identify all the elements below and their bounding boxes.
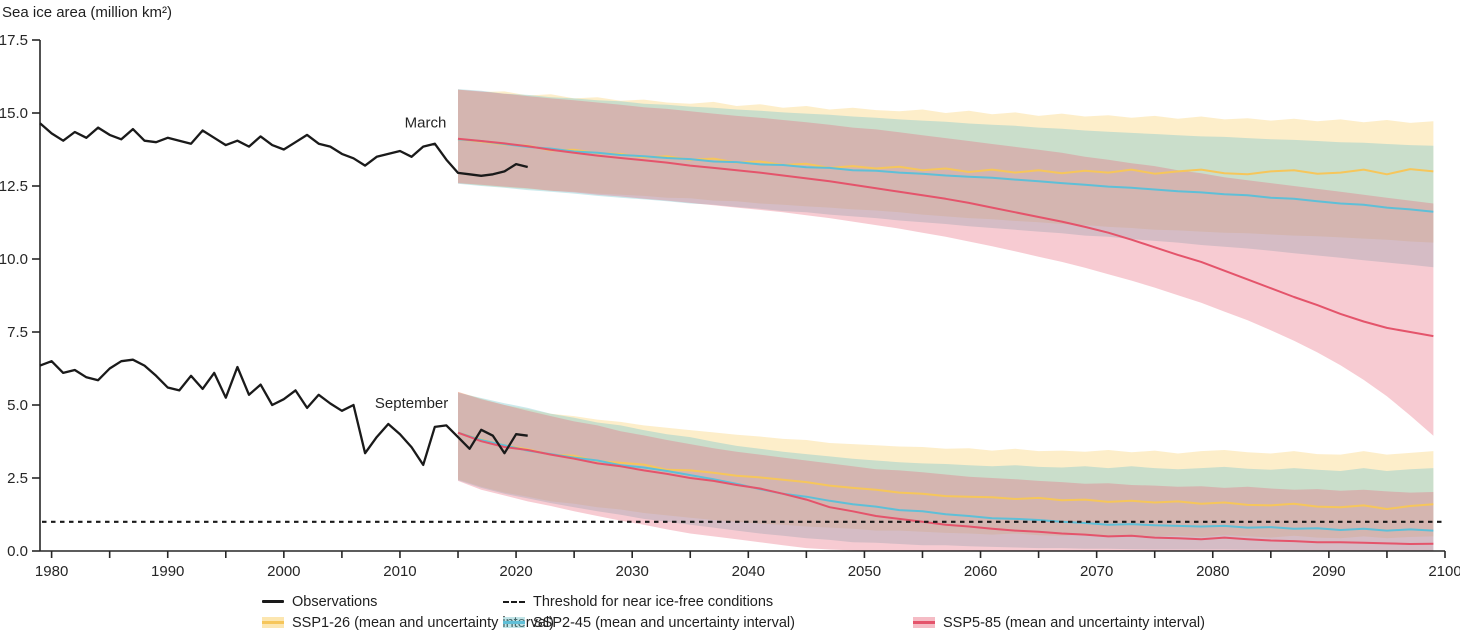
legend-item-observations: Observations (262, 593, 377, 610)
x-tick-label: 2060 (964, 563, 997, 580)
x-tick-label: 2050 (848, 563, 881, 580)
legend-item-ssp126: SSP1-26 (mean and uncertainty interval) (262, 614, 554, 631)
legend-item-threshold: Threshold for near ice-free conditions (503, 593, 773, 610)
x-tick-label: 1990 (151, 563, 184, 580)
y-tick-label: 0.0 (7, 543, 28, 560)
band-ssp245-september (458, 392, 1434, 551)
x-tick-label: 2030 (616, 563, 649, 580)
x-tick-label: 2070 (1080, 563, 1113, 580)
y-tick-label: 15.0 (0, 105, 28, 122)
legend-label-ssp585: SSP5-85 (mean and uncertainty interval) (943, 614, 1205, 631)
y-tick-label: 5.0 (7, 397, 28, 414)
y-tick-label: 7.5 (7, 324, 28, 341)
legend-swatch-ssp245-icon (503, 617, 525, 628)
y-axis-title: Sea ice area (million km²) (2, 4, 173, 21)
x-tick-label: 2010 (383, 563, 416, 580)
legend-label-observations: Observations (292, 593, 378, 610)
x-tick-label: 2020 (499, 563, 532, 580)
legend-swatch-ssp585-icon (913, 617, 935, 628)
x-tick-label: 1980 (35, 563, 68, 580)
legend-label-ssp126: SSP1-26 (mean and uncertainty interval) (292, 614, 554, 631)
mean-line-ssp245-march (457, 138, 1434, 213)
observations-september-line (39, 358, 528, 467)
y-tick-label: 17.5 (0, 32, 28, 49)
y-tick-label: 12.5 (0, 178, 28, 195)
y-tick-label: 10.0 (0, 251, 28, 268)
mean-line-ssp126-march (457, 138, 1434, 176)
x-tick-label: 2090 (1312, 563, 1345, 580)
x-tick-label: 2100 (1428, 563, 1460, 580)
legend-swatch-ssp126-icon (262, 617, 284, 628)
annotation-september: September (375, 395, 448, 412)
x-tick-label: 2040 (732, 563, 765, 580)
legend-item-ssp585: SSP5-85 (mean and uncertainty interval) (913, 614, 1205, 631)
x-tick-label: 2000 (267, 563, 300, 580)
x-tick-label: 2080 (1196, 563, 1229, 580)
annotation-march: March (405, 115, 447, 132)
band-ssp585-september (458, 391, 1434, 551)
legend-swatch-threshold-icon (503, 600, 525, 603)
band-ssp585-march (458, 89, 1434, 436)
mean-line-ssp585-september (457, 431, 1434, 545)
observations-march-line (39, 122, 528, 177)
legend-swatch-observations-icon (262, 600, 284, 603)
mean-line-ssp245-september (457, 431, 1434, 532)
legend-label-ssp245: SSP2-45 (mean and uncertainty interval) (533, 614, 795, 631)
legend-item-ssp245: SSP2-45 (mean and uncertainty interval) (503, 614, 795, 631)
mean-line-ssp585-march (457, 137, 1434, 338)
y-tick-label: 2.5 (7, 470, 28, 487)
band-ssp245-march (458, 89, 1434, 268)
mean-line-ssp126-september (457, 431, 1434, 510)
legend-label-threshold: Threshold for near ice-free conditions (533, 593, 774, 610)
band-ssp126-march (458, 89, 1434, 243)
